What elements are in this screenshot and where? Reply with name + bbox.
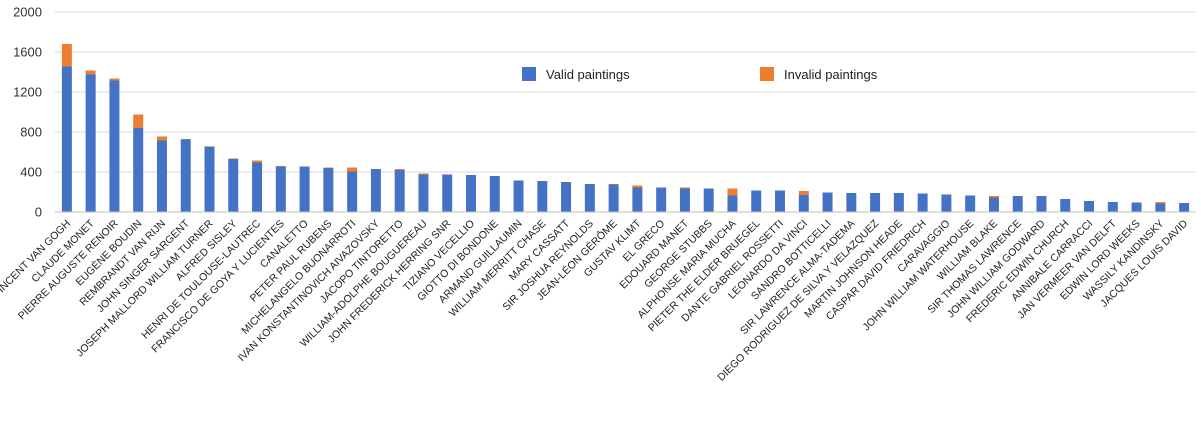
legend-swatch-invalid: [760, 67, 774, 81]
bar-valid: [180, 139, 191, 212]
bar-valid: [1179, 203, 1190, 212]
bar-invalid: [1155, 202, 1166, 204]
bar-valid: [418, 174, 429, 212]
bar-valid: [299, 166, 310, 212]
bar-valid: [133, 128, 144, 212]
y-tick-label: 1600: [13, 45, 42, 60]
bar-invalid: [798, 191, 809, 195]
bar-invalid: [109, 78, 120, 81]
bar-invalid: [156, 136, 167, 141]
bar-valid: [275, 166, 286, 212]
bar-valid: [1084, 201, 1095, 212]
y-tick-label: 0: [35, 205, 42, 220]
bar-valid: [870, 193, 881, 212]
legend-swatch-valid: [522, 67, 536, 81]
bar-valid: [61, 66, 72, 212]
bar-valid: [822, 192, 833, 212]
bar-invalid: [275, 166, 286, 167]
bar-valid: [156, 140, 167, 212]
bar-valid: [513, 180, 524, 212]
bar-invalid: [632, 185, 643, 188]
bar-invalid: [988, 196, 999, 198]
bar-invalid: [61, 44, 72, 67]
bar-valid: [965, 195, 976, 212]
bar-invalid: [180, 139, 191, 140]
bar-invalid: [394, 169, 405, 170]
bar-invalid: [727, 188, 738, 196]
bar-valid: [323, 168, 334, 212]
legend: Valid paintings Invalid paintings: [522, 67, 878, 82]
y-tick-label: 800: [20, 125, 42, 140]
bar-invalid: [679, 187, 690, 189]
bar-valid: [798, 195, 809, 212]
grid-layer: [55, 11, 1196, 173]
bar-valid: [679, 188, 690, 212]
bar-valid: [370, 169, 381, 212]
bar-valid: [85, 74, 96, 212]
bar-valid: [252, 162, 263, 212]
bar-valid: [1036, 196, 1047, 212]
bar-valid: [1060, 199, 1071, 212]
bar-valid: [1012, 196, 1023, 212]
bar-invalid: [228, 158, 239, 159]
bar-valid: [1107, 202, 1118, 212]
bar-valid: [751, 190, 762, 212]
bar-invalid: [323, 167, 334, 168]
y-tick-label: 400: [20, 165, 42, 180]
legend-label-valid: Valid paintings: [546, 67, 630, 82]
bar-valid: [917, 193, 928, 212]
bar-valid: [656, 187, 667, 212]
bar-invalid: [347, 167, 358, 172]
bar-valid: [893, 193, 904, 212]
bar-valid: [394, 170, 405, 212]
bar-valid: [727, 195, 738, 212]
bar-valid: [1131, 202, 1142, 212]
bar-valid: [608, 184, 619, 212]
bar-valid: [775, 190, 785, 212]
bar-valid: [466, 175, 476, 212]
bar-valid: [442, 174, 453, 212]
bar-invalid: [608, 184, 619, 185]
bar-valid: [109, 80, 120, 212]
bars-layer: [61, 44, 1190, 212]
bar-valid: [584, 184, 595, 212]
bar-valid: [228, 159, 239, 212]
bar-valid: [347, 171, 358, 212]
bar-valid: [941, 194, 952, 212]
bar-valid: [489, 176, 500, 212]
bar-valid: [988, 197, 999, 212]
bar-valid: [846, 193, 857, 212]
bar-invalid: [85, 70, 96, 75]
bar-invalid: [133, 114, 144, 128]
bar-valid: [561, 182, 572, 212]
bar-valid: [632, 187, 643, 212]
y-tick-label: 1200: [13, 85, 42, 100]
bar-invalid: [418, 173, 429, 175]
bar-valid: [703, 188, 714, 212]
bar-valid: [537, 181, 548, 212]
bar-invalid: [252, 160, 263, 163]
bar-valid: [1155, 203, 1166, 212]
legend-label-invalid: Invalid paintings: [784, 67, 878, 82]
y-tick-label: 2000: [13, 5, 42, 20]
bar-valid: [204, 146, 215, 212]
